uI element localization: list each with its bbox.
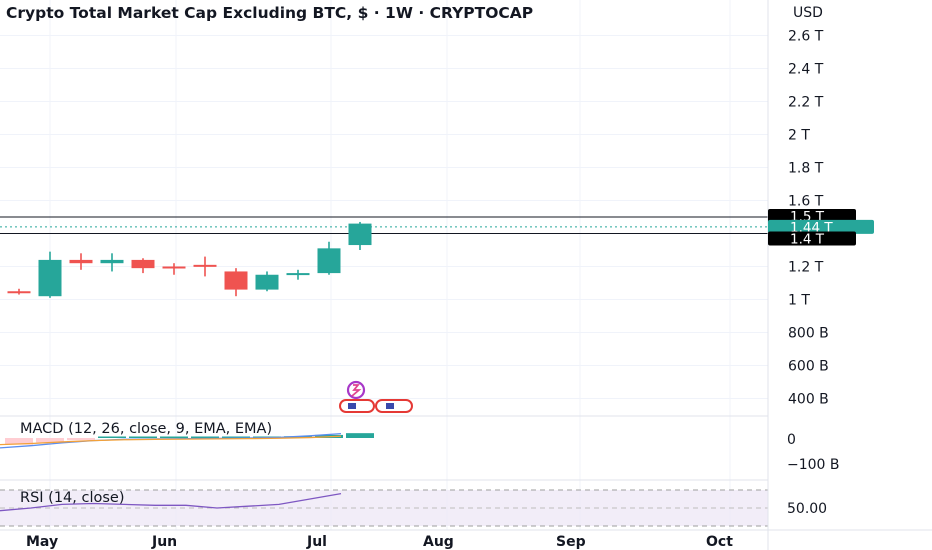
macd-histogram-bar (160, 436, 188, 438)
candle (286, 269, 310, 280)
candle-body (193, 264, 217, 267)
macd-label[interactable]: MACD (12, 26, close, 9, EMA, EMA) (20, 421, 272, 437)
price-axis-label: 2.6 T (788, 29, 824, 45)
time-axis-label: Sep (556, 534, 586, 550)
price-tag (768, 231, 856, 246)
price-tag-label: 1.4 T (790, 232, 825, 248)
macd-histogram-bar (5, 438, 33, 445)
macd-axis-label-1: −100 B (787, 457, 840, 473)
price-tags: 1.5 T1.44 T1.4 T (768, 209, 874, 248)
candle-body (162, 266, 186, 269)
price-axis-label: 1.6 T (788, 194, 824, 210)
macd-histogram-bar (36, 438, 64, 443)
emblem-icon (348, 403, 356, 409)
emblem-icon (386, 403, 394, 409)
grid-lines (0, 0, 768, 530)
time-axis-label: Jun (151, 534, 177, 550)
chart-title: Crypto Total Market Cap Excluding BTC, $… (6, 4, 533, 22)
rsi-pane (0, 492, 342, 512)
time-axis-label: Oct (706, 534, 733, 550)
candle-body (131, 259, 155, 269)
candle-body (7, 291, 31, 294)
macd-histogram-bar (98, 436, 126, 438)
price-axis-label: 2.4 T (788, 62, 824, 78)
price-axis-label: 1.8 T (788, 161, 824, 177)
candle-body (224, 271, 248, 290)
price-axis-label: 2 T (788, 128, 810, 144)
horizontal-levels (0, 216, 768, 234)
indicator-logo-marks (339, 380, 413, 413)
time-axis-label: Aug (423, 534, 454, 550)
lightning-icon (346, 380, 366, 400)
candle-body (100, 259, 124, 264)
lightning-bolt-icon (351, 384, 362, 397)
candle (38, 251, 62, 298)
candle (193, 256, 217, 277)
emblem-icon (339, 399, 375, 413)
macd-histogram-bar (67, 438, 95, 441)
macd-histogram-bar (346, 433, 374, 438)
price-axis[interactable]: 2.6 T 2.4 T 2.2 T 2 T 1.8 T 1.6 T 1.2 T 1 T 800 … (788, 29, 829, 408)
candle (348, 221, 372, 250)
macd-histogram-bar (284, 436, 312, 438)
macd-histogram-bar (222, 436, 250, 438)
price-axis-label: 600 B (788, 359, 829, 375)
candle-body (286, 273, 310, 276)
candle (100, 253, 124, 272)
candle-body (38, 259, 62, 297)
price-tag (768, 209, 856, 223)
currency-label[interactable]: USD (793, 5, 823, 21)
candle (224, 268, 248, 297)
candlestick-series (7, 221, 372, 298)
candle (131, 258, 155, 274)
macd-pane (0, 432, 374, 449)
macd-signal-line (0, 435, 342, 446)
price-axis-label: 1.2 T (788, 260, 824, 276)
price-axis-label: 1 T (788, 293, 810, 309)
candle (255, 271, 279, 292)
price-axis-label: 2.2 T (788, 95, 824, 111)
price-axis-label: 800 B (788, 326, 829, 342)
time-axis[interactable]: May Jun Jul Aug Sep Oct (26, 534, 733, 550)
candle (69, 253, 93, 270)
time-axis-label: Jul (306, 534, 327, 550)
price-tag (768, 219, 874, 234)
rsi-line (0, 492, 342, 512)
rsi-label[interactable]: RSI (14, close) (20, 490, 125, 506)
macd-histogram-bar (129, 436, 157, 438)
candle (317, 241, 341, 275)
macd-histogram-bar (191, 436, 219, 438)
candle (162, 263, 186, 275)
time-axis-label: May (26, 534, 58, 550)
rsi-axis-label: 50.00 (787, 501, 827, 517)
candle-body (317, 248, 341, 274)
price-axis-label: 400 B (788, 392, 829, 408)
emblem-icon (375, 399, 413, 413)
candle-body (255, 274, 279, 290)
candle-body (69, 259, 93, 264)
candle (7, 288, 31, 295)
macd-axis-label-0: 0 (787, 432, 796, 448)
candle-body (348, 223, 372, 246)
